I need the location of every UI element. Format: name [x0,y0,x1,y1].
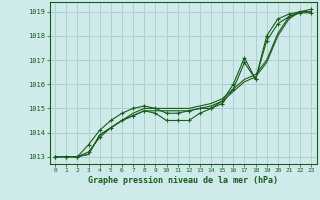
X-axis label: Graphe pression niveau de la mer (hPa): Graphe pression niveau de la mer (hPa) [88,176,278,185]
